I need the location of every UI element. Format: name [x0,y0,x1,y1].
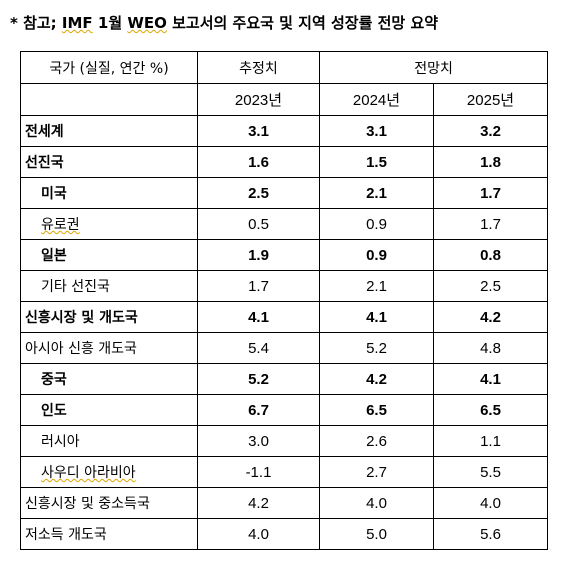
value-2024: 0.9 [319,239,434,271]
row-name: 신흥시장 및 중소득국 [20,487,198,519]
value-2023: 2.5 [197,177,320,209]
value-2023: 0.5 [197,208,320,240]
value-2023: 6.7 [197,394,320,426]
value-2024: 3.1 [319,115,434,147]
growth-outlook-table: 국가 (실질, 연간 %) 추정치 전망치 2023년 2024년 2025년 … [20,51,549,550]
row-name-cell: 유로권 [20,208,198,240]
value-2023: 5.4 [197,332,320,364]
value-2023: 1.6 [197,146,320,178]
table-row: 러시아 3.0 2.6 1.1 [20,425,549,457]
value-2024: 2.6 [319,425,434,457]
country-column-header: 국가 (실질, 연간 %) [20,51,198,84]
value-2025: 1.7 [432,177,549,209]
title-mid: 1월 [92,14,128,32]
value-2024: 5.0 [319,518,434,550]
row-name: 미국 [20,177,198,209]
value-2024: 4.2 [319,363,434,395]
value-2025: 1.8 [432,146,549,178]
row-name: 중국 [20,363,198,395]
table-row: 저소득 개도국 4.0 5.0 5.6 [20,518,549,550]
value-2025: 4.0 [432,487,549,519]
row-name: 신흥시장 및 개도국 [20,301,198,333]
row-name: 일본 [20,239,198,271]
row-name: 전세계 [20,115,198,147]
value-2024: 5.2 [319,332,434,364]
value-2023: -1.1 [197,456,320,488]
value-2025: 6.5 [432,394,549,426]
title-suffix: 보고서의 주요국 및 지역 성장률 전망 요약 [166,14,439,32]
table-row: 아시아 신흥 개도국 5.4 5.2 4.8 [20,332,549,364]
table-row: 선진국 1.6 1.5 1.8 [20,146,549,178]
table-row: 신흥시장 및 개도국 4.1 4.1 4.2 [20,301,549,333]
estimate-column-header: 추정치 [197,51,320,84]
value-2025: 1.1 [432,425,549,457]
row-name: 저소득 개도국 [20,518,198,550]
row-name: 유로권 [41,217,80,233]
value-2024: 2.1 [319,270,434,302]
value-2023: 1.7 [197,270,320,302]
value-2024: 1.5 [319,146,434,178]
row-name: 사우디 아라비아 [41,465,136,481]
table-year-row: 2023년 2024년 2025년 [20,83,549,116]
value-2024: 0.9 [319,208,434,240]
value-2025: 4.2 [432,301,549,333]
value-2023: 3.0 [197,425,320,457]
value-2023: 4.0 [197,518,320,550]
value-2024: 4.0 [319,487,434,519]
title-imf: IMF [61,14,93,32]
value-2024: 2.1 [319,177,434,209]
value-2023: 1.9 [197,239,320,271]
value-2023: 4.2 [197,487,320,519]
row-name: 아시아 신흥 개도국 [20,332,198,364]
value-2023: 5.2 [197,363,320,395]
value-2023: 3.1 [197,115,320,147]
row-name: 인도 [20,394,198,426]
table-row: 유로권 0.5 0.9 1.7 [20,208,549,240]
table-row: 사우디 아라비아 -1.1 2.7 5.5 [20,456,549,488]
value-2025: 4.1 [432,363,549,395]
page-title: * 참고; IMF 1월 WEO 보고서의 주요국 및 지역 성장률 전망 요약 [10,12,438,33]
row-name: 기타 선진국 [20,270,198,302]
year-header-2024: 2024년 [319,83,434,116]
value-2025: 2.5 [432,270,549,302]
table-row: 인도 6.7 6.5 6.5 [20,394,549,426]
value-2025: 0.8 [432,239,549,271]
empty-header-cell [20,83,198,116]
value-2023: 4.1 [197,301,320,333]
forecast-column-header: 전망치 [318,51,549,84]
value-2025: 3.2 [432,115,549,147]
value-2024: 4.1 [319,301,434,333]
row-name-cell: 사우디 아라비아 [20,456,198,488]
table-header-row: 국가 (실질, 연간 %) 추정치 전망치 [20,51,549,84]
year-header-2025: 2025년 [432,83,549,116]
table-row: 미국 2.5 2.1 1.7 [20,177,549,209]
value-2025: 4.8 [432,332,549,364]
title-weo: WEO [127,14,167,32]
table-row: 일본 1.9 0.9 0.8 [20,239,549,271]
year-header-2023: 2023년 [197,83,320,116]
value-2025: 5.6 [432,518,549,550]
table-row: 신흥시장 및 중소득국 4.2 4.0 4.0 [20,487,549,519]
value-2024: 2.7 [319,456,434,488]
value-2025: 1.7 [432,208,549,240]
table-row: 기타 선진국 1.7 2.1 2.5 [20,270,549,302]
table-row: 중국 5.2 4.2 4.1 [20,363,549,395]
row-name: 선진국 [20,146,198,178]
value-2025: 5.5 [432,456,549,488]
value-2024: 6.5 [319,394,434,426]
title-prefix: * 참고; [10,14,62,32]
row-name: 러시아 [20,425,198,457]
table-row: 전세계 3.1 3.1 3.2 [20,115,549,147]
